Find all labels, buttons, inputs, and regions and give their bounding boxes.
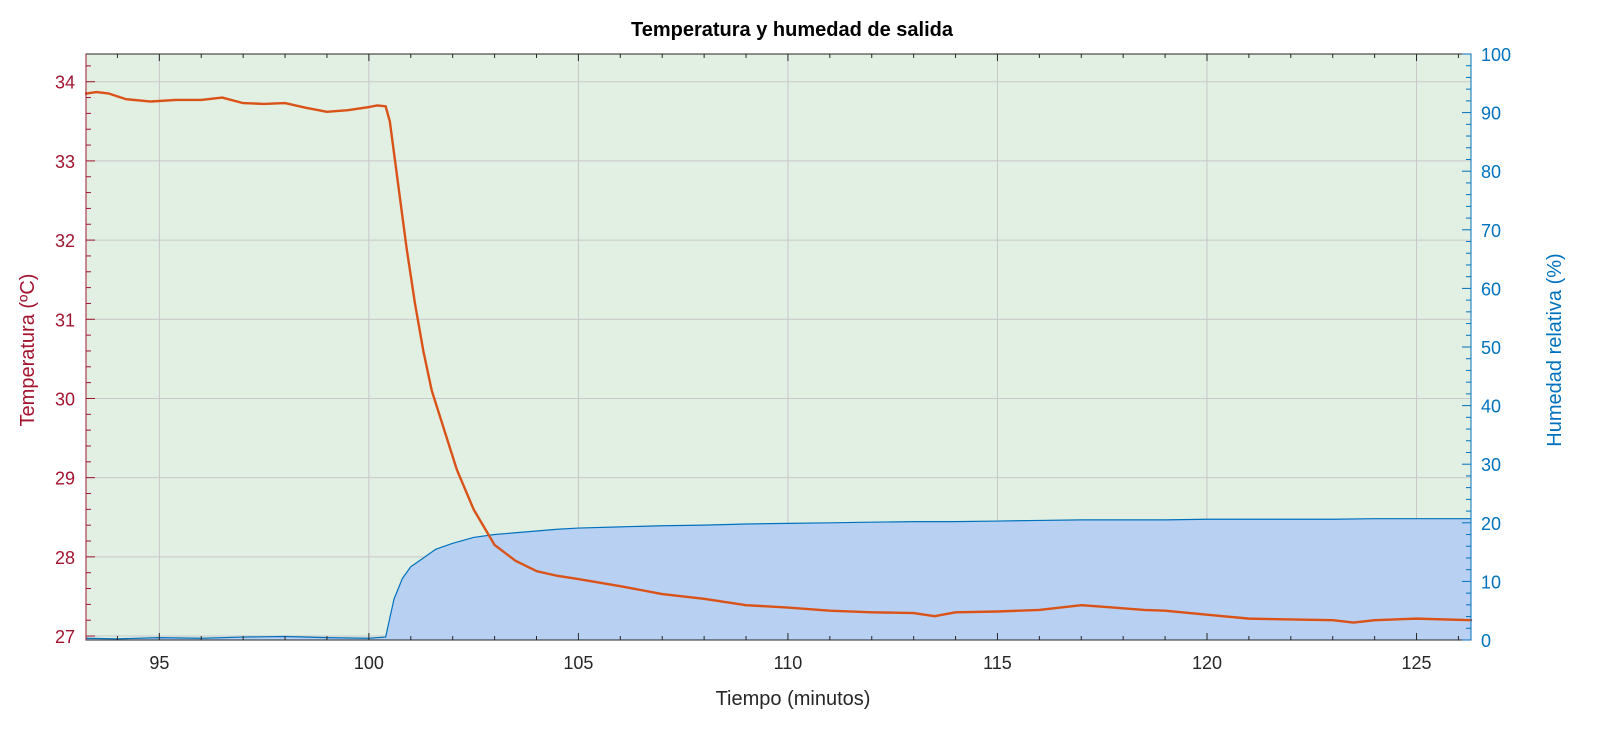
- humidity-series-line: [85, 518, 1471, 640]
- y-right-tick-label: 70: [1481, 221, 1501, 241]
- y-left-tick-label: 34: [55, 73, 75, 93]
- grid-lines: [86, 54, 1471, 640]
- y-left-tick-label: 32: [55, 231, 75, 251]
- x-tick-label: 120: [1192, 653, 1222, 673]
- y-right-tick-label: 20: [1481, 514, 1501, 534]
- y-left-tick-label: 31: [55, 310, 75, 330]
- humidity-area: [86, 518, 1471, 640]
- y-left-tick-label: 33: [55, 152, 75, 172]
- x-tick-label: 125: [1401, 653, 1431, 673]
- y-right-tick-label: 10: [1481, 572, 1501, 592]
- chart-title: Temperatura y humedad de salida: [631, 19, 954, 41]
- axis-ticks: 95 100 105 110 115 120 125 27 28 29 30 31 32 33 34 0 10 2…: [55, 45, 1511, 673]
- x-tick-label: 115: [983, 653, 1012, 673]
- y-axis-left-label: Temperatura (ºC): [17, 274, 39, 427]
- y-axis-right-label: Humedad relativa (%): [1544, 253, 1566, 446]
- y-right-tick-label: 50: [1481, 338, 1501, 358]
- series-layer: [84, 90, 1473, 640]
- y-right-tick-label: 60: [1481, 279, 1501, 299]
- y-left-tick-label: 28: [55, 548, 75, 568]
- x-axis-label: Tiempo (minutos): [716, 688, 871, 710]
- x-tick-label: 95: [149, 653, 169, 673]
- y-left-tick-label: 29: [55, 469, 75, 489]
- x-tick-label: 110: [774, 653, 803, 673]
- x-tick-label: 105: [563, 653, 593, 673]
- temperature-series-line: [84, 90, 1473, 624]
- y-right-tick-label: 90: [1481, 104, 1501, 124]
- y-right-tick-label: 30: [1481, 455, 1501, 475]
- y-right-tick-label: 80: [1481, 162, 1501, 182]
- y-right-tick-label: 40: [1481, 397, 1501, 417]
- y-right-tick-label: 0: [1481, 631, 1491, 651]
- y-left-tick-label: 27: [55, 627, 75, 647]
- x-tick-label: 100: [354, 653, 384, 673]
- y-left-tick-label: 30: [55, 389, 75, 409]
- y-right-tick-label: 100: [1481, 45, 1511, 65]
